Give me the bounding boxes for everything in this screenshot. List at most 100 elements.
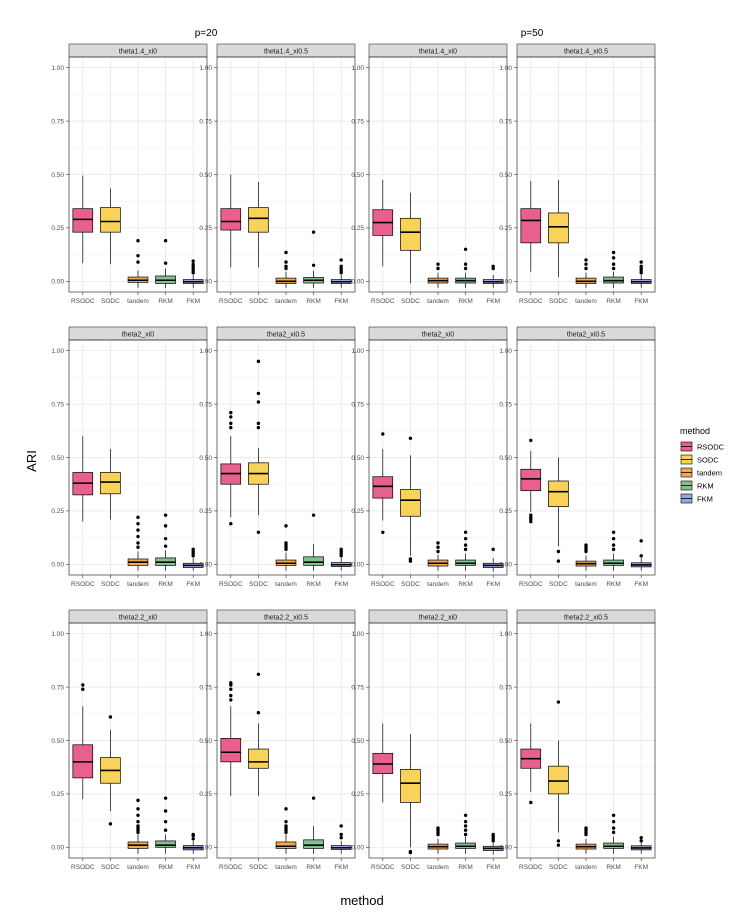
- box-FKM: [182, 832, 204, 854]
- box-FKM: [482, 547, 504, 572]
- panel-strip-label: theta2.2_xi0: [119, 615, 157, 622]
- legend: method RSODC SODC tandem RKM FKM: [680, 426, 725, 504]
- outlier-point: [136, 813, 140, 817]
- y-tick-label: 0.25: [51, 225, 64, 232]
- outlier-point: [136, 807, 140, 811]
- x-tick-label: SODC: [249, 581, 268, 588]
- box-RSODC: [520, 180, 542, 272]
- box-iqr: [520, 208, 542, 244]
- outlier-point: [463, 266, 468, 271]
- outlier-point: [163, 513, 168, 517]
- y-tick-label: 0.25: [499, 225, 512, 232]
- outlier-point: [436, 826, 440, 830]
- y-axis-title: ARI: [24, 450, 39, 472]
- legend-label: SODC: [697, 456, 719, 465]
- panel-border: [216, 622, 356, 859]
- box-RSODC: [220, 410, 242, 526]
- outlier-point: [611, 530, 616, 534]
- outlier-point: [229, 425, 233, 430]
- outlier-point: [256, 530, 261, 534]
- outlier-point: [463, 543, 468, 547]
- x-tick-label: RSODC: [371, 864, 395, 871]
- legend-label: tandem: [697, 469, 722, 478]
- box-RSODC: [520, 723, 542, 805]
- outlier-point: [256, 400, 261, 404]
- outlier-point: [136, 541, 140, 545]
- y-tick-label: 0.00: [199, 279, 212, 286]
- outlier-point: [408, 557, 413, 561]
- outlier-point: [136, 515, 140, 520]
- outlier-point: [491, 832, 495, 837]
- panel: theta1.4_xi0.5 0.00 0.25 0.50 0.75 1.00 RSODC S…: [499, 43, 656, 305]
- x-tick-label: FKM: [186, 581, 200, 588]
- outlier-point: [463, 828, 468, 832]
- outlier-point: [191, 837, 195, 841]
- outlier-point: [463, 813, 468, 817]
- x-tick-label: RKM: [306, 298, 320, 305]
- outlier-point: [136, 819, 140, 824]
- panel: theta2_xi0 0.00 0.25 0.50 0.75 1.00 RSODC SODC t…: [351, 326, 508, 588]
- x-tick-label: tandem: [275, 298, 297, 305]
- box-RSODC: [72, 175, 94, 264]
- x-tick-label: RSODC: [519, 864, 543, 871]
- box-iqr: [155, 840, 176, 848]
- outlier-point: [136, 824, 140, 828]
- y-tick-label: 0.25: [351, 791, 364, 798]
- y-tick-label: 0.25: [351, 225, 364, 232]
- y-tick-label: 0.50: [499, 172, 512, 179]
- outlier-point: [229, 681, 233, 685]
- box-iqr: [220, 738, 242, 763]
- x-tick-label: RSODC: [519, 298, 543, 305]
- box-iqr: [248, 748, 269, 769]
- y-tick-label: 0.75: [499, 118, 512, 125]
- x-tick-label: RKM: [606, 864, 620, 871]
- outlier-point: [556, 700, 561, 704]
- outlier-point: [136, 798, 140, 803]
- panel: theta1.4_xi0 0.00 0.25 0.50 0.75 1.00 RSODC SOD…: [351, 43, 508, 305]
- x-tick-label: SODC: [401, 298, 420, 305]
- outlier-point: [256, 421, 261, 426]
- panel: theta2.2_xi0 0.00 0.25 0.50 0.75 1.00 RSODC SOD…: [51, 609, 208, 871]
- x-tick-label: RKM: [306, 864, 320, 871]
- y-tick-label: 1.00: [351, 348, 364, 355]
- x-tick-label: RKM: [606, 581, 620, 588]
- outlier-point: [311, 796, 316, 800]
- panel-strip-label: theta2.2_xi0.5: [564, 615, 608, 622]
- x-tick-label: FKM: [634, 581, 648, 588]
- outlier-point: [639, 260, 643, 264]
- box-tandem: [427, 541, 449, 571]
- box-iqr: [275, 841, 297, 849]
- outlier-point: [108, 715, 113, 719]
- x-tick-label: FKM: [486, 864, 500, 871]
- y-tick-label: 0.00: [499, 845, 512, 852]
- x-tick-label: FKM: [186, 298, 200, 305]
- box-tandem: [275, 807, 297, 854]
- panel-strip-label: theta1.4_xi0: [119, 49, 157, 56]
- y-tick-label: 0.75: [51, 401, 64, 408]
- outlier-point: [311, 513, 316, 517]
- box-RSODC: [72, 683, 94, 800]
- x-tick-label: tandem: [427, 581, 449, 588]
- outlier-point: [284, 819, 288, 824]
- y-tick-label: 1.00: [199, 65, 212, 72]
- y-tick-label: 1.00: [51, 65, 64, 72]
- outlier-point: [136, 253, 140, 258]
- outlier-point: [639, 554, 643, 558]
- y-tick-label: 0.75: [199, 118, 212, 125]
- panel-strip-label: theta2_xi0.5: [567, 332, 605, 339]
- x-tick-label: RSODC: [371, 581, 395, 588]
- x-tick-label: tandem: [275, 581, 297, 588]
- box-iqr: [100, 472, 121, 495]
- y-tick-label: 0.00: [351, 845, 364, 852]
- legend-label: RSODC: [697, 443, 725, 452]
- y-tick-label: 0.50: [51, 172, 64, 179]
- box-iqr: [520, 468, 542, 491]
- y-tick-label: 1.00: [499, 65, 512, 72]
- panel: theta1.4_xi0.5 0.00 0.25 0.50 0.75 1.00 RSODC S…: [199, 43, 356, 305]
- x-tick-label: tandem: [427, 298, 449, 305]
- y-tick-label: 0.00: [51, 562, 64, 569]
- outlier-point: [284, 807, 288, 811]
- box-tandem: [127, 239, 149, 288]
- outlier-point: [556, 843, 561, 847]
- outlier-point: [191, 832, 195, 837]
